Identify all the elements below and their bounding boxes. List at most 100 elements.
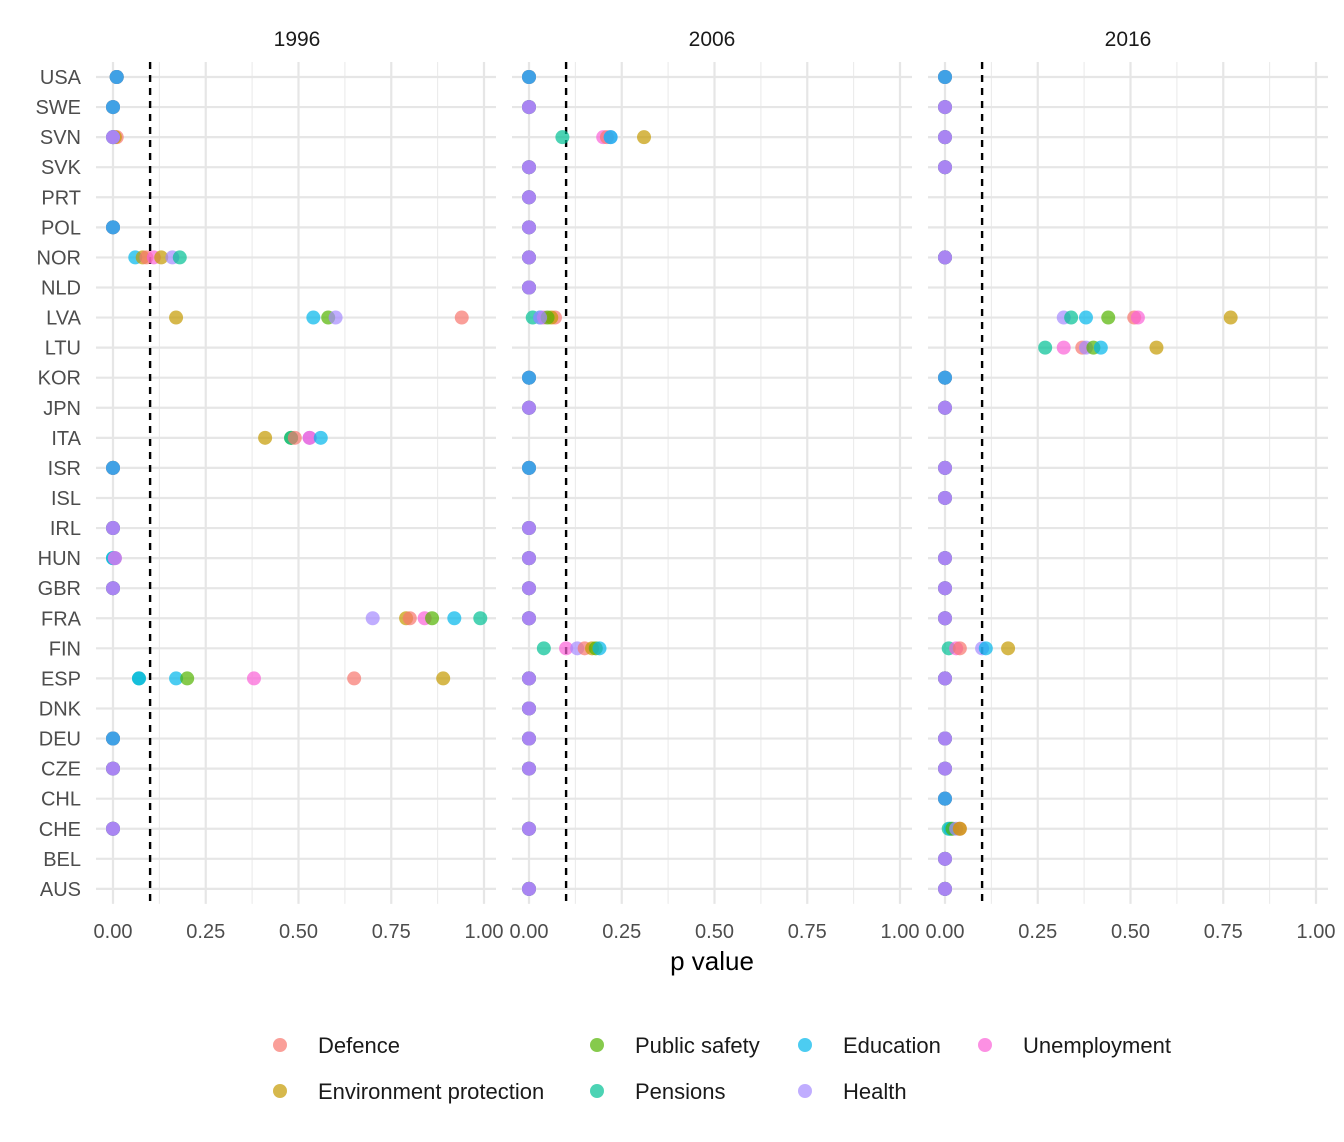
data-point	[536, 641, 551, 656]
data-point	[246, 671, 261, 686]
data-point	[365, 611, 380, 626]
legend-key	[798, 1038, 812, 1052]
data-point	[106, 581, 120, 596]
data-point	[533, 310, 548, 325]
facet-label: 2006	[689, 28, 736, 51]
facet-label: 2016	[1105, 28, 1152, 51]
legend-label: Unemployment	[1023, 1033, 1171, 1058]
y-tick-label: DEU	[39, 729, 81, 751]
data-point	[522, 190, 536, 205]
data-point	[938, 100, 952, 115]
data-point	[938, 70, 952, 84]
data-point	[522, 761, 536, 776]
data-point	[1149, 340, 1164, 355]
data-point	[938, 460, 952, 475]
y-tick-label: CZE	[41, 759, 81, 781]
data-point	[154, 250, 169, 265]
legend-key	[978, 1038, 992, 1052]
x-tick-label: 0.75	[788, 921, 827, 943]
legend-key	[273, 1038, 287, 1052]
data-point	[454, 310, 469, 325]
data-point	[938, 671, 952, 686]
legend-label: Pensions	[635, 1079, 726, 1104]
y-tick-label: JPN	[43, 398, 81, 420]
data-point	[109, 70, 124, 84]
y-tick-label: BEL	[43, 849, 81, 871]
data-point	[106, 521, 120, 536]
data-point	[603, 130, 618, 145]
data-point	[522, 280, 536, 295]
x-tick-label: 0.25	[1018, 921, 1057, 943]
data-point	[106, 821, 120, 836]
legend-item: Health	[798, 1079, 907, 1104]
legend-label: Health	[843, 1079, 907, 1104]
y-tick-label: CHE	[39, 819, 81, 841]
data-point	[1001, 641, 1016, 656]
data-point	[522, 701, 536, 716]
x-tick-label: 0.25	[602, 921, 641, 943]
data-point	[1064, 310, 1079, 325]
data-point	[172, 250, 187, 265]
data-point	[938, 490, 952, 505]
y-tick-label: SVN	[40, 127, 81, 149]
data-point	[522, 400, 536, 415]
data-point	[938, 761, 952, 776]
y-tick-label: CHL	[41, 789, 81, 811]
y-tick-label: SVK	[41, 157, 82, 179]
data-point	[107, 551, 122, 566]
legend-item: Education	[798, 1033, 941, 1058]
legend-item: Unemployment	[978, 1033, 1171, 1058]
x-tick-label: 0.50	[279, 921, 318, 943]
y-tick-label: KOR	[38, 368, 81, 390]
x-tick-label: 0.50	[695, 921, 734, 943]
legend-key	[798, 1084, 812, 1098]
x-tick-label: 1.00	[881, 921, 920, 943]
x-tick-label: 0.00	[94, 921, 133, 943]
legend-label: Environment protection	[318, 1079, 544, 1104]
data-point	[522, 581, 536, 596]
data-point	[938, 370, 952, 385]
data-point	[938, 791, 952, 806]
data-point	[447, 611, 462, 626]
y-tick-label: ISL	[51, 488, 81, 510]
data-point	[306, 310, 321, 325]
data-point	[1130, 310, 1145, 325]
legend-key	[273, 1084, 287, 1098]
data-point	[1078, 310, 1093, 325]
y-tick-label: FRA	[41, 608, 82, 630]
y-tick-label: LVA	[46, 308, 81, 330]
y-tick-label: ISR	[48, 458, 81, 480]
data-point	[938, 881, 952, 896]
data-point	[522, 731, 536, 746]
y-tick-label: IRL	[50, 518, 81, 540]
data-point	[938, 551, 952, 566]
x-tick-label: 0.00	[510, 921, 549, 943]
data-point	[106, 100, 120, 115]
x-tick-label: 0.75	[1204, 921, 1243, 943]
x-tick-label: 1.00	[465, 921, 504, 943]
data-point	[522, 460, 536, 475]
data-point	[978, 641, 993, 656]
data-point	[522, 100, 536, 115]
data-point	[328, 310, 343, 325]
data-point	[938, 581, 952, 596]
data-point	[952, 821, 967, 836]
data-point	[106, 731, 120, 746]
data-point	[180, 671, 195, 686]
data-point	[1093, 340, 1108, 355]
data-point	[402, 611, 417, 626]
data-point	[1056, 340, 1071, 355]
x-tick-label: 0.50	[1111, 921, 1150, 943]
data-point	[522, 220, 536, 235]
data-point	[106, 220, 120, 235]
data-point	[559, 641, 574, 656]
data-point	[522, 671, 536, 686]
data-point	[522, 70, 536, 84]
y-tick-label: GBR	[38, 578, 81, 600]
legend-label: Defence	[318, 1033, 400, 1058]
data-point	[1101, 310, 1116, 325]
x-tick-label: 0.00	[926, 921, 965, 943]
data-point	[436, 671, 451, 686]
data-point	[592, 641, 607, 656]
